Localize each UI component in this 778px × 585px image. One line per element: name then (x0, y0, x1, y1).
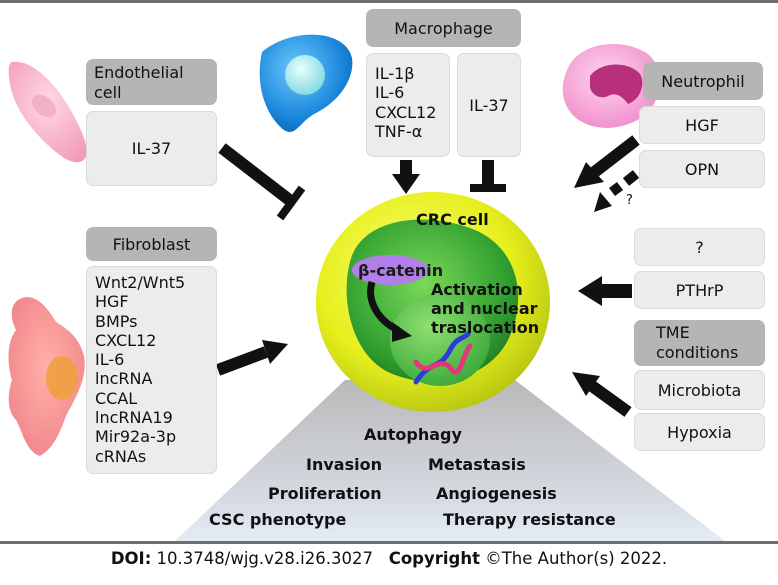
macrophage-factor: TNF-α (375, 121, 423, 141)
doi-value: 10.3748/wjg.v28.i26.3027 (156, 549, 373, 568)
macrophage-title-box: Macrophage (366, 9, 521, 47)
tme-factor: Hypoxia (667, 422, 732, 442)
fibroblast-factor: BMPs (95, 311, 138, 331)
citation-footer: DOI: 10.3748/wjg.v28.i26.3027 Copyright … (0, 549, 778, 568)
fibroblast-factor: cRNAs (95, 446, 147, 466)
macrophage-factor: CXCL12 (375, 102, 437, 122)
tme-title: TME conditions (656, 323, 739, 362)
endothelial-title: Endothelial cell (94, 63, 184, 102)
fibroblast-factor: lncRNA (95, 369, 153, 389)
top-border (0, 0, 778, 3)
macrophage-factor: IL-1β (375, 64, 415, 83)
crc-cell-title: CRC cell (416, 210, 489, 229)
outcome-autophagy: Autophagy (364, 425, 462, 444)
copyright-label: Copyright (388, 549, 480, 568)
outcome-cone (175, 380, 725, 541)
activation-label-line-1: Activation (431, 280, 523, 299)
macrophage-activation-arrow (392, 160, 420, 194)
outcome-angiogenesis: Angiogenesis (436, 484, 557, 503)
beta-catenin-shape (352, 255, 428, 285)
fibroblast-title: Fibroblast (112, 234, 191, 254)
fibroblast-factor: CCAL (95, 388, 138, 408)
outcome-therapy-resistance: Therapy resistance (443, 510, 616, 529)
tme-arrow (572, 372, 632, 417)
neutrophil-title-box: Neutrophil (643, 62, 763, 100)
fibroblast-title-box: Fibroblast (86, 227, 217, 261)
fibroblast-factor: lncRNA19 (95, 408, 173, 428)
neutrophil-nucleus (590, 64, 643, 104)
outcome-proliferation: Proliferation (268, 484, 382, 503)
outcome-metastasis: Metastasis (428, 455, 526, 474)
fibroblast-factor: Mir92a-3p (95, 427, 177, 447)
activation-label-line-2: and nuclear (431, 299, 538, 318)
dna-helix-icon (413, 331, 473, 385)
neutrophil-unknown-mark: ? (626, 193, 633, 208)
macrophage-inhibition-arrow (470, 160, 506, 192)
endothelial-inhibition-arrow (218, 143, 306, 221)
endothelial-nucleus (31, 94, 57, 118)
pthrp-box: PTHrP (634, 271, 765, 309)
macrophage-factor: IL-37 (469, 95, 509, 115)
fibroblast-factor: IL-6 (95, 350, 125, 370)
tme-factor: Microbiota (657, 380, 742, 400)
endothelial-title-box: Endothelial cell (86, 59, 217, 105)
bottom-border (0, 541, 778, 544)
pthrp-factor: PTHrP (675, 280, 724, 300)
unknown-title: ? (695, 237, 704, 257)
endothelial-factor: IL-37 (131, 139, 172, 158)
unknown-title-box: ? (634, 228, 765, 266)
fibroblast-arrow (215, 340, 288, 376)
macrophage-factor-box-right: IL-37 (457, 53, 521, 157)
fibroblast-nucleus (46, 356, 78, 400)
outcome-invasion: Invasion (306, 455, 382, 474)
neutrophil-factor: OPN (684, 159, 720, 179)
neutrophil-title: Neutrophil (661, 71, 745, 91)
diagram-art (8, 34, 725, 541)
neutrophil-dashed-arrow (594, 170, 640, 212)
fibroblast-factor: HGF (95, 292, 129, 312)
microbiota-box: Microbiota (634, 370, 765, 410)
fibroblast-factor: Wnt2/Wnt5 (95, 273, 186, 292)
fibroblast-factor-list: Wnt2/Wnt5 HGF BMPs CXCL12 IL-6 lncRNA CC… (86, 266, 217, 474)
macrophage-factor-list-left: IL-1β IL-6 CXCL12 TNF-α (366, 53, 450, 157)
pthrp-arrow (578, 276, 632, 306)
neutrophil-activation-arrow (574, 135, 640, 188)
neutrophil-factor: HGF (685, 115, 719, 135)
neutrophil-factor-box-opn: OPN (639, 150, 765, 188)
hypoxia-box: Hypoxia (634, 413, 765, 451)
outcome-csc-phenotype: CSC phenotype (209, 510, 347, 529)
neutrophil-factor-box-hgf: HGF (639, 106, 765, 144)
beta-catenin-label: β-catenin (358, 261, 444, 280)
macrophage-factor: IL-6 (375, 83, 405, 103)
macrophage-nucleus (285, 55, 325, 95)
endothelial-factor-box: IL-37 (86, 111, 217, 186)
fibroblast-factor: CXCL12 (95, 330, 157, 350)
activation-label-line-3: traslocation (431, 318, 540, 337)
copyright-value: ©The Author(s) 2022. (485, 549, 668, 568)
tme-title-box: TME conditions (634, 320, 765, 366)
macrophage-title: Macrophage (394, 18, 493, 38)
doi-label: DOI: (110, 549, 152, 568)
